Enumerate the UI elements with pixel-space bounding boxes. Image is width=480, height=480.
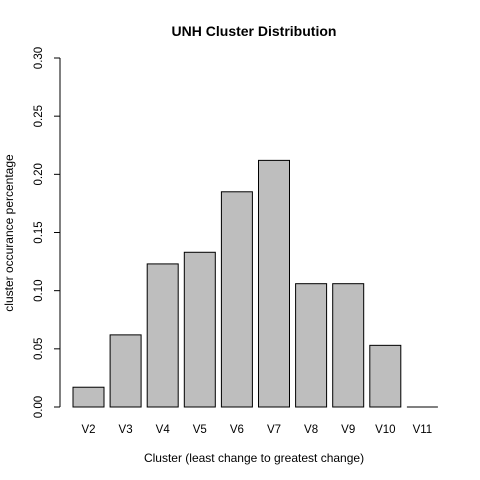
x-tick-label: V11 <box>413 424 433 436</box>
bar-V2 <box>72 386 105 408</box>
y-tick-label: 0.25 <box>33 105 45 127</box>
x-tick-label: V7 <box>267 424 281 436</box>
x-tick-label: V2 <box>81 424 95 436</box>
bar-V5 <box>183 251 216 408</box>
x-tick-label: V8 <box>304 424 318 436</box>
bar-V4 <box>146 263 179 408</box>
x-tick-label: V6 <box>230 424 244 436</box>
y-tick-label: 0.10 <box>33 279 45 301</box>
bar-V8 <box>295 283 328 408</box>
bar-V7 <box>258 159 290 408</box>
x-axis-label: Cluster (least change to greatest change… <box>144 451 364 465</box>
y-tick-label: 0.20 <box>33 163 45 185</box>
bar-V3 <box>109 334 142 408</box>
x-tick-label: V3 <box>119 424 133 436</box>
chart-title: UNH Cluster Distribution <box>172 23 337 39</box>
bar-V9 <box>332 283 365 408</box>
x-tick-label: V5 <box>193 424 207 436</box>
y-tick-label: 0.05 <box>33 338 45 360</box>
bars <box>72 159 438 408</box>
y-axis-label: cluster occurance percentage <box>2 154 16 312</box>
y-tick-label: 0.00 <box>33 396 45 418</box>
bar-V10 <box>369 344 402 408</box>
x-tick-labels: V2 V3 V4 V5 V6 V7 V8 V9 V10 V11 <box>81 424 432 436</box>
y-tick-label: 0.15 <box>33 221 45 243</box>
y-axis: 0.00 0.05 0.10 0.15 0.20 0.25 0.30 <box>33 47 61 418</box>
x-tick-label: V9 <box>341 424 355 436</box>
x-tick-label: V10 <box>375 424 395 436</box>
bar-V6 <box>220 191 253 408</box>
y-tick-label: 0.30 <box>33 47 45 69</box>
x-tick-label: V4 <box>156 424 171 436</box>
